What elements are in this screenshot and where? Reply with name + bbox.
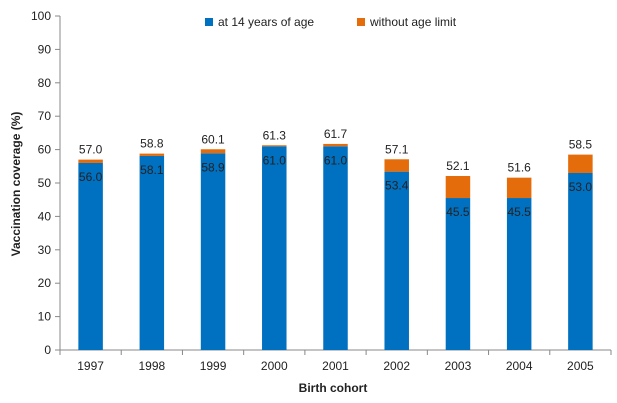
legend-swatch-without-age-limit <box>357 18 365 26</box>
bar-without-age-limit <box>200 149 226 154</box>
y-tick-label: 30 <box>38 243 52 257</box>
axes: 0 10 20 30 40 50 60 70 80 90 100 1997 1998 1999 2000 20… <box>31 9 612 373</box>
bar-at-14-years <box>568 172 593 350</box>
y-tick-label: 40 <box>38 209 52 223</box>
bar-at-14-years <box>139 155 165 350</box>
bar-at-14-years <box>506 198 532 350</box>
legend-label-at-14-years: at 14 years of age <box>218 15 314 29</box>
data-label-at-14-years: 53.4 <box>385 179 409 193</box>
data-labels: 56.0 57.0 58.1 58.8 58.9 60.1 61.0 61.3 61.0 61.7… <box>79 127 592 219</box>
y-tick-label: 100 <box>31 9 51 23</box>
legend-label-without-age-limit: without age limit <box>369 15 457 29</box>
y-axis-title: Vaccination coverage (%) <box>9 112 23 257</box>
x-tick-label: 2003 <box>445 359 472 373</box>
bar-without-age-limit <box>78 159 103 163</box>
legend: at 14 years of age without age limit <box>205 15 457 29</box>
bars <box>78 143 593 350</box>
bar-without-age-limit <box>568 154 593 173</box>
x-axis-title: Birth cohort <box>299 381 368 395</box>
data-label-without-age-limit: 61.3 <box>263 128 287 142</box>
data-label-at-14-years: 58.1 <box>140 163 164 177</box>
data-label-at-14-years: 53.0 <box>569 180 593 194</box>
y-tick-label: 10 <box>38 310 52 324</box>
data-label-without-age-limit: 51.6 <box>507 161 531 175</box>
data-label-without-age-limit: 57.0 <box>79 143 103 157</box>
bar-without-age-limit <box>506 177 532 199</box>
bar-at-14-years <box>262 146 287 350</box>
y-tick-label: 0 <box>44 343 51 357</box>
bar-at-14-years <box>200 153 226 350</box>
x-tick-label: 2004 <box>506 359 533 373</box>
y-tick-label: 60 <box>38 143 52 157</box>
data-label-without-age-limit: 58.5 <box>569 138 593 152</box>
x-tick-label: 2002 <box>383 359 410 373</box>
data-label-without-age-limit: 61.7 <box>324 127 348 141</box>
data-label-without-age-limit: 60.1 <box>201 132 225 146</box>
x-tick-label: 2000 <box>261 359 288 373</box>
data-label-at-14-years: 56.0 <box>79 170 103 184</box>
data-label-without-age-limit: 58.8 <box>140 137 164 151</box>
bar-at-14-years <box>445 198 471 350</box>
bar-without-age-limit <box>384 159 409 172</box>
x-tick-label: 1998 <box>138 359 165 373</box>
data-label-at-14-years: 61.0 <box>324 153 348 167</box>
legend-swatch-at-14-years <box>205 18 213 26</box>
data-label-at-14-years: 61.0 <box>263 153 287 167</box>
y-tick-label: 90 <box>38 42 52 56</box>
data-label-without-age-limit: 52.1 <box>446 159 470 173</box>
y-tick-label: 50 <box>38 176 52 190</box>
bar-without-age-limit <box>445 175 471 199</box>
data-label-without-age-limit: 57.1 <box>385 142 409 156</box>
x-tick-label: 2005 <box>567 359 594 373</box>
data-label-at-14-years: 58.9 <box>201 160 225 174</box>
x-tick-label: 1999 <box>200 359 227 373</box>
y-tick-label: 80 <box>38 76 52 90</box>
x-tick-label: 2001 <box>322 359 349 373</box>
bar-at-14-years <box>384 171 409 350</box>
bar-without-age-limit <box>262 145 287 147</box>
data-label-at-14-years: 45.5 <box>446 205 470 219</box>
bar-without-age-limit <box>139 153 165 156</box>
data-label-at-14-years: 45.5 <box>507 205 531 219</box>
bar-at-14-years <box>323 146 348 350</box>
bar-at-14-years <box>78 162 103 350</box>
y-tick-label: 70 <box>38 109 52 123</box>
y-tick-label: 20 <box>38 276 52 290</box>
x-tick-label: 1997 <box>77 359 104 373</box>
bar-without-age-limit <box>323 143 348 147</box>
